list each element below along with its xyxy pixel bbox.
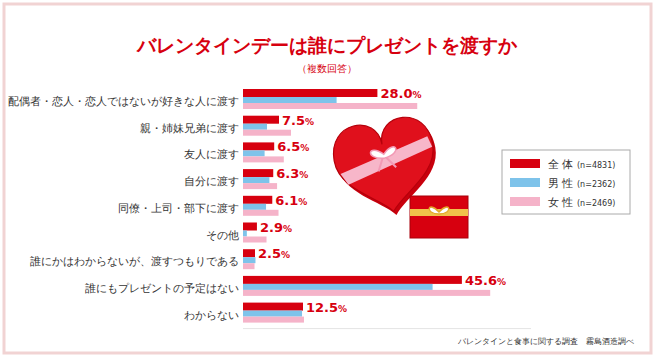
data-label-unit: % (298, 197, 307, 207)
bar (243, 169, 273, 177)
chart: バレンタインデーは誰にプレゼントを渡すか （複数回答） 配偶者・恋人・恋人ではないが… (0, 0, 655, 357)
legend-label: 全 体 (n=4831) (548, 158, 615, 171)
category-label: わからない (184, 309, 239, 321)
gift-bow (429, 207, 449, 214)
category-label: その他 (206, 229, 239, 241)
category-label: 誰にかはわからないが、渡すつもりである (30, 255, 239, 268)
source: バレンタインと食事に関する調査 霧島酒造調べ (457, 337, 634, 346)
bar (243, 284, 433, 290)
legend-swatch (510, 159, 540, 168)
data-label-number: 6.3 (276, 166, 299, 181)
subtitle: （複数回答） (297, 63, 357, 74)
heart-ribbon (337, 136, 436, 186)
data-label: 2.9% (260, 220, 292, 235)
bar (243, 150, 265, 156)
data-label-number: 7.5 (282, 113, 305, 128)
bar (243, 130, 291, 136)
data-label-number: 28.0 (380, 86, 412, 101)
bar (243, 177, 269, 183)
bar (243, 210, 279, 216)
bar (243, 124, 267, 130)
bar (243, 89, 377, 97)
bars (243, 89, 490, 323)
bar (243, 223, 257, 231)
bar (243, 249, 255, 257)
category-label: 親・姉妹兄弟に渡す (140, 122, 239, 135)
data-label-unit: % (281, 250, 290, 260)
category-label: 友人に渡す (184, 148, 239, 161)
data-label: 28.0% (380, 86, 421, 101)
data-label-unit: % (305, 117, 314, 127)
legend-box (502, 150, 630, 214)
data-label-unit: % (412, 90, 421, 100)
category-label: 自分に渡す (184, 175, 239, 188)
legend: 全 体 (n=4831) 男 性 (n=2362) 女 性 (n=2469) (502, 150, 630, 214)
bar (243, 311, 302, 317)
data-label: 12.5% (306, 300, 347, 315)
category-label: 誰にもプレゼントの予定はない (85, 282, 239, 294)
bar (243, 204, 266, 210)
gift-box (410, 196, 468, 238)
data-label: 6.1% (275, 193, 307, 208)
data-label: 2.5% (258, 246, 290, 261)
legend-label: 女 性 (n=2469) (548, 196, 615, 209)
data-label: 6.3% (276, 166, 308, 181)
data-label-unit: % (338, 304, 347, 314)
heart-bow (370, 146, 397, 160)
data-label-number: 6.1 (275, 193, 298, 208)
data-label: 6.5% (277, 139, 309, 154)
data-label-number: 12.5 (306, 300, 338, 315)
data-label-unit: % (497, 277, 506, 287)
title: バレンタインデーは誰にプレゼントを渡すか (136, 34, 518, 56)
bar (243, 303, 303, 311)
bar (243, 183, 277, 189)
heart-bow-tail (377, 156, 397, 171)
x-axis (243, 328, 531, 329)
data-label-number: 2.5 (258, 246, 281, 261)
bar (243, 196, 272, 204)
bar (243, 276, 462, 284)
category-label: 同僚・上司・部下に渡す (118, 202, 239, 215)
bar (243, 231, 247, 237)
data-label-unit: % (299, 170, 308, 180)
data-label: 45.6% (465, 273, 506, 288)
bar (243, 116, 279, 124)
bar (243, 257, 255, 263)
background (0, 0, 655, 357)
data-label-number: 6.5 (277, 139, 300, 154)
bar (243, 263, 255, 269)
decoration (329, 113, 468, 238)
bar (243, 290, 490, 296)
frame (4, 4, 651, 353)
gift-body (410, 196, 468, 238)
bar (243, 103, 417, 109)
bar (243, 156, 284, 162)
data-label-unit: % (283, 224, 292, 234)
bar (243, 97, 337, 103)
data-label-unit: % (300, 143, 309, 153)
labels: 配偶者・恋人・恋人ではないが好きな人に渡す 28.0% 親・姉妹兄弟に渡す 7.5% 友… (8, 86, 506, 321)
bar (243, 237, 267, 243)
data-label: 7.5% (282, 113, 314, 128)
data-label-number: 45.6 (465, 273, 497, 288)
legend-swatch (510, 178, 540, 187)
data-label-number: 2.9 (260, 220, 283, 235)
legend-label: 男 性 (n=2362) (548, 177, 615, 190)
bar (243, 317, 304, 323)
legend-swatch (510, 197, 540, 206)
category-label: 配偶者・恋人・恋人ではないが好きな人に渡す (8, 95, 239, 108)
bar (243, 142, 274, 150)
